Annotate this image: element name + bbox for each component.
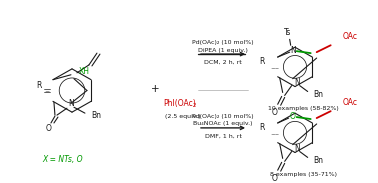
- Text: Pd(OAc)₂ (10 mol%): Pd(OAc)₂ (10 mol%): [192, 114, 254, 119]
- Text: ~: ~: [44, 89, 50, 94]
- Text: OAc: OAc: [343, 32, 358, 41]
- Text: Bn: Bn: [314, 90, 324, 99]
- Text: R: R: [37, 81, 42, 90]
- Text: Bn: Bn: [91, 111, 101, 120]
- Text: N: N: [68, 99, 74, 108]
- Text: N: N: [294, 78, 299, 87]
- Text: PhI(OAc): PhI(OAc): [163, 99, 196, 108]
- Text: ~~: ~~: [270, 66, 279, 71]
- Text: 8 examples (35-71%): 8 examples (35-71%): [270, 172, 336, 177]
- Text: 10 examples (58-82%): 10 examples (58-82%): [268, 106, 338, 111]
- Text: N: N: [290, 46, 296, 55]
- Text: +: +: [151, 84, 159, 94]
- Text: DMF, 1 h, rt: DMF, 1 h, rt: [204, 133, 242, 138]
- Text: Bu₄NOAc (1 equiv.): Bu₄NOAc (1 equiv.): [193, 122, 253, 126]
- Text: DCM, 2 h, rt: DCM, 2 h, rt: [204, 59, 242, 64]
- Text: O: O: [272, 173, 277, 183]
- Text: OAc: OAc: [343, 98, 358, 107]
- Text: N: N: [294, 144, 299, 153]
- Text: DiPEA (1 equiv.): DiPEA (1 equiv.): [198, 48, 248, 53]
- Text: XH: XH: [79, 67, 90, 76]
- Text: ~~: ~~: [270, 132, 279, 137]
- Text: Bn: Bn: [314, 156, 324, 165]
- Text: O: O: [290, 112, 296, 121]
- Text: O: O: [46, 124, 52, 133]
- Text: R: R: [260, 123, 265, 132]
- Text: O: O: [272, 108, 277, 117]
- Text: Pd(OAc)₂ (10 mol%): Pd(OAc)₂ (10 mol%): [192, 40, 254, 45]
- Text: R: R: [260, 57, 265, 66]
- Text: X = NTs, O: X = NTs, O: [42, 155, 83, 164]
- Text: Ts: Ts: [284, 28, 291, 37]
- Text: (2.5 equiv.): (2.5 equiv.): [165, 114, 200, 119]
- Text: 2: 2: [193, 103, 197, 108]
